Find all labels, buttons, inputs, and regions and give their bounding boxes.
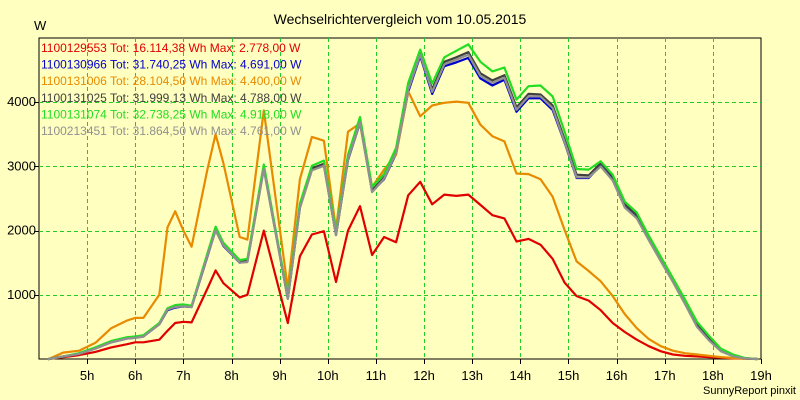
legend: 1100129553 Tot: 16.114,38 Wh Max: 2.778,… — [41, 41, 302, 138]
y-axis-label: W — [34, 18, 47, 33]
x-tick-label: 18h — [702, 368, 724, 383]
legend-entry-1100131074: 1100131074 Tot: 32.738,25 Wh Max: 4.918,… — [41, 107, 302, 121]
x-tick-label: 10h — [317, 368, 339, 383]
x-tick-label: 5h — [80, 368, 94, 383]
series-line-1100131074 — [47, 43, 759, 361]
legend-entry-1100130966: 1100130966 Tot: 31.740,25 Wh Max: 4.691,… — [41, 58, 302, 72]
x-tick-label: 11h — [366, 368, 387, 383]
x-tick-label: 14h — [509, 368, 531, 383]
y-tick-label: 2000 — [7, 223, 36, 238]
series-line-1100129553 — [47, 180, 759, 361]
x-tick-label: 6h — [128, 368, 142, 383]
legend-entry-1100131025: 1100131025 Tot: 31.999,13 Wh Max: 4.788,… — [41, 91, 302, 105]
x-tick-label: 8h — [224, 368, 238, 383]
series-layer — [47, 43, 759, 361]
footer-credit: SunnyReport pinxit — [703, 385, 796, 397]
legend-entry-1100213451: 1100213451 Tot: 31.864,50 Wh Max: 4.761,… — [41, 124, 302, 138]
y-tick-label: 1000 — [7, 287, 36, 302]
x-tick-label: 12h — [413, 368, 435, 383]
x-tick-label: 13h — [461, 368, 483, 383]
x-tick-label: 15h — [558, 368, 580, 383]
x-tick-label: 16h — [606, 368, 628, 383]
x-tick-label: 9h — [272, 368, 286, 383]
x-tick-label: 19h — [750, 368, 772, 383]
y-tick-label: 3000 — [7, 158, 36, 173]
legend-entry-1100129553: 1100129553 Tot: 16.114,38 Wh Max: 2.778,… — [41, 41, 301, 55]
chart-title: Wechselrichtervergleich vom 10.05.2015 — [274, 11, 527, 27]
axes: 5h 6h 7h 8h 9h 10h 11h 12h 13h 14h 15h 16h 17h 18h 19h… — [7, 94, 772, 383]
series-line-1100213451 — [47, 53, 759, 361]
y-tick-label: 4000 — [7, 94, 36, 109]
plot-area — [38, 37, 762, 360]
x-tick-label: 17h — [654, 368, 676, 383]
legend-entry-1100131006: 1100131006 Tot: 28.104,50 Wh Max: 4.400,… — [41, 74, 302, 88]
x-tick-label: 7h — [176, 368, 190, 383]
